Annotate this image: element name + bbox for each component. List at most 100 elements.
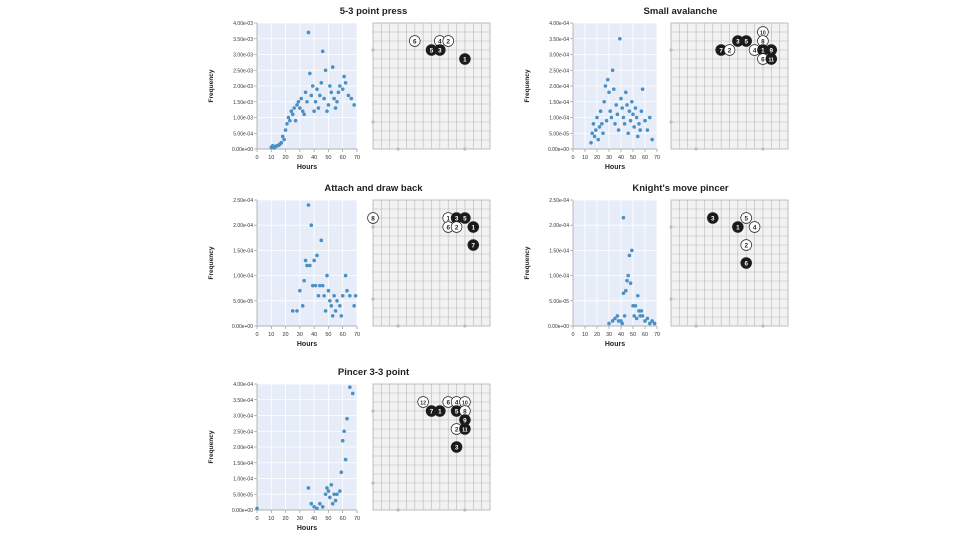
data-point [619,96,623,101]
data-point [346,93,351,98]
data-point [624,90,628,95]
data-point [624,288,628,293]
go-board: 8 1 3 56 2 17 [367,199,491,328]
x-tick-label: 60 [340,155,346,161]
data-point [330,65,335,69]
data-point [596,137,600,142]
y-tick-label: 0.00e+00 [232,147,253,153]
stone-move-number: 3 [455,444,459,451]
data-point [340,87,345,91]
x-tick-label: 30 [297,516,303,522]
plot-area [573,200,657,326]
data-point [322,293,326,298]
stone-move-number: 3 [736,38,740,45]
data-point [620,321,624,326]
data-point [594,128,598,132]
data-point [315,506,319,511]
y-tick-label: 5.00e-04 [233,131,253,137]
white-stone [409,35,421,47]
data-point [637,122,641,126]
chart-panel: Small avalanche 0.00e+00 5.00e-05 1.00e-04 1… [524,6,789,171]
data-point [598,109,603,113]
chart-title: Small avalanche [644,6,718,17]
x-tick-label: 30 [606,332,612,338]
data-point [305,99,309,104]
stone-move-number: 3 [711,215,715,222]
y-tick-label: 2.50e-04 [233,429,253,435]
data-point [328,495,332,500]
y-tick-label: 3.00e-03 [233,53,253,59]
white-stone [723,44,736,56]
stone-move-number: 4 [753,47,757,54]
y-tick-label: 2.00e-04 [549,84,569,90]
data-point [295,103,299,107]
data-point [636,134,640,139]
data-point [285,122,289,126]
stone-move-number: 1 [463,56,467,63]
x-tick-label: 0 [571,155,574,161]
data-point [325,109,329,113]
x-axis-label: Hours [605,341,625,348]
x-tick-label: 0 [255,155,258,161]
data-point [322,96,326,101]
data-point [316,106,321,110]
data-point [335,492,339,497]
data-point [650,319,654,323]
chart-panel: Knight's move pincer 0.00e+00 5.00e-05 1.00… [524,183,789,348]
data-point [328,84,332,88]
x-tick-label: 70 [354,155,360,161]
data-point [343,81,348,85]
stone-move-number: 6 [446,399,450,406]
data-point [292,106,296,110]
data-point [616,128,621,132]
data-point [614,103,618,107]
data-point [289,109,294,113]
y-axis-label: Frequency [524,69,531,102]
x-axis-label: Hours [297,164,317,171]
data-point [332,293,336,298]
x-tick-label: 0 [571,332,574,338]
data-point [615,112,620,117]
data-point [332,492,336,497]
x-tick-label: 60 [642,332,648,338]
y-axis-label: Frequency [208,69,215,102]
data-point [303,90,308,95]
data-point [602,99,606,104]
data-point [339,314,344,318]
stone-move-number: 4 [438,38,442,45]
data-point [632,314,636,318]
x-axis-label: Hours [297,525,317,532]
data-point [603,84,608,88]
x-tick-label: 70 [354,516,360,522]
data-point [286,115,291,120]
stone-move-number: 1 [736,224,740,231]
data-point [302,112,306,117]
data-point [310,283,315,288]
white-stone [740,239,752,251]
data-point [315,87,319,91]
stone-move-number: 5 [744,215,748,222]
board-edge-marker [761,324,765,328]
y-tick-label: 2.00e-03 [233,84,253,90]
black-stone [707,212,719,224]
plot-area [257,200,357,326]
data-point [349,96,354,101]
data-point [600,122,604,126]
data-point [293,118,298,123]
data-point [335,99,339,104]
x-tick-label: 10 [268,155,274,161]
data-point [639,309,644,313]
data-point [326,103,331,107]
stone-move-number: 11 [769,57,775,63]
board-edge-marker [396,508,400,512]
board-edge-marker [396,324,400,328]
data-point [333,498,338,503]
data-point [303,258,308,263]
data-point [615,314,620,318]
data-point [638,128,642,132]
data-point [329,304,334,308]
x-tick-label: 20 [594,332,600,338]
stone-move-number: 7 [430,408,434,415]
y-tick-label: 1.00e-03 [233,116,253,122]
white-stone [367,212,379,224]
